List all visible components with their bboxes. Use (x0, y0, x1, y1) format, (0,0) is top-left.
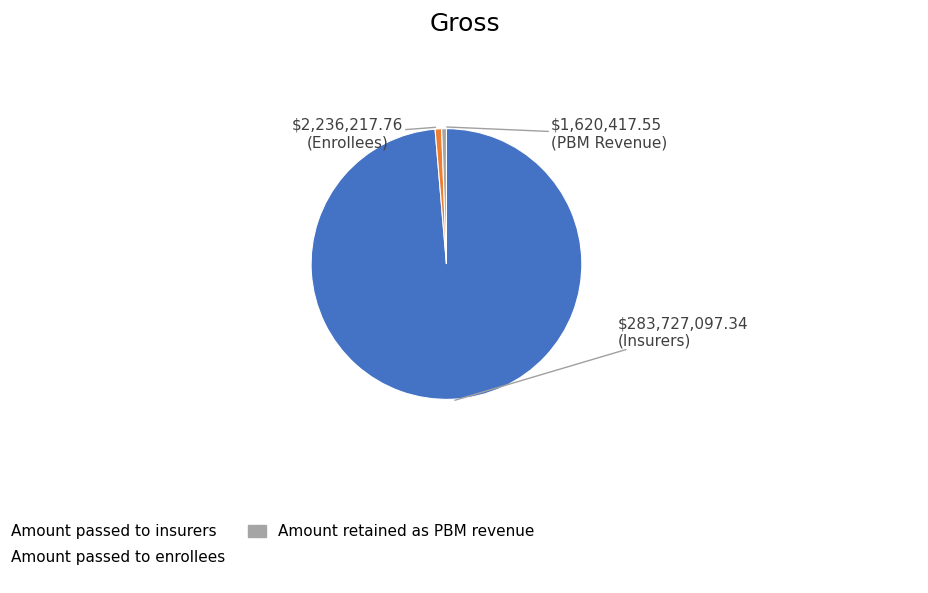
Wedge shape (434, 129, 446, 264)
Title: Gross: Gross (429, 12, 499, 36)
Text: $2,236,217.76
(Enrollees): $2,236,217.76 (Enrollees) (291, 118, 435, 150)
Text: $283,727,097.34
(Insurers): $283,727,097.34 (Insurers) (455, 317, 748, 400)
Text: $1,620,417.55
(PBM Revenue): $1,620,417.55 (PBM Revenue) (446, 118, 666, 150)
Legend: Amount passed to insurers, Amount passed to enrollees, Amount retained as PBM re: Amount passed to insurers, Amount passed… (0, 518, 540, 571)
Wedge shape (441, 129, 446, 264)
Wedge shape (311, 129, 581, 399)
